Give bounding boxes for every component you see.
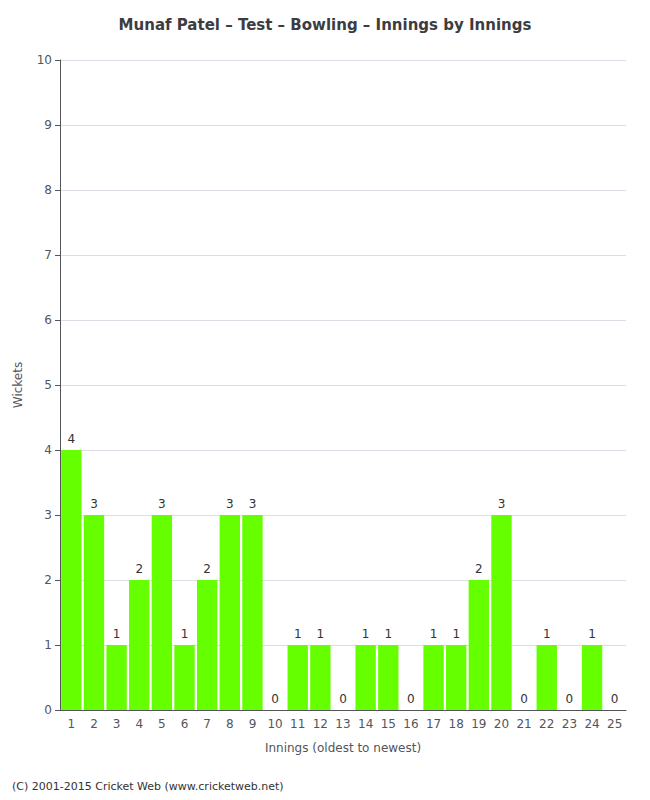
svg-text:20: 20 [494, 717, 509, 731]
svg-text:2: 2 [44, 573, 52, 587]
svg-text:3: 3 [158, 497, 166, 511]
svg-text:1: 1 [181, 627, 189, 641]
svg-text:8: 8 [44, 183, 52, 197]
svg-text:13: 13 [335, 717, 350, 731]
svg-text:3: 3 [226, 497, 234, 511]
svg-text:1: 1 [44, 638, 52, 652]
svg-text:Munaf Patel – Test – Bowling –: Munaf Patel – Test – Bowling – Innings b… [119, 16, 532, 34]
svg-text:1: 1 [294, 627, 302, 641]
svg-text:5: 5 [158, 717, 166, 731]
svg-text:Wickets: Wickets [11, 362, 25, 408]
svg-text:3: 3 [44, 508, 52, 522]
svg-text:1: 1 [362, 627, 370, 641]
svg-text:(C) 2001-2015 Cricket Web (www: (C) 2001-2015 Cricket Web (www.cricketwe… [12, 780, 284, 793]
svg-text:21: 21 [516, 717, 531, 731]
svg-text:Innings (oldest to newest): Innings (oldest to newest) [265, 741, 421, 755]
svg-text:7: 7 [44, 248, 52, 262]
svg-text:0: 0 [566, 692, 574, 706]
svg-text:0: 0 [44, 703, 52, 717]
svg-text:0: 0 [611, 692, 619, 706]
svg-text:7: 7 [203, 717, 211, 731]
svg-text:9: 9 [44, 118, 52, 132]
svg-text:23: 23 [562, 717, 577, 731]
svg-text:1: 1 [317, 627, 325, 641]
svg-text:1: 1 [543, 627, 551, 641]
svg-text:4: 4 [44, 443, 52, 457]
svg-text:18: 18 [449, 717, 464, 731]
svg-text:1: 1 [384, 627, 392, 641]
svg-text:24: 24 [584, 717, 599, 731]
svg-text:16: 16 [403, 717, 418, 731]
svg-text:0: 0 [271, 692, 279, 706]
svg-text:3: 3 [498, 497, 506, 511]
svg-text:4: 4 [135, 717, 143, 731]
svg-text:10: 10 [267, 717, 282, 731]
svg-text:6: 6 [181, 717, 189, 731]
svg-text:4: 4 [67, 432, 75, 446]
svg-text:19: 19 [471, 717, 486, 731]
svg-text:1: 1 [67, 717, 75, 731]
svg-text:0: 0 [520, 692, 528, 706]
svg-text:25: 25 [607, 717, 622, 731]
svg-text:1: 1 [452, 627, 460, 641]
svg-text:0: 0 [339, 692, 347, 706]
svg-text:6: 6 [44, 313, 52, 327]
svg-text:1: 1 [430, 627, 438, 641]
svg-text:11: 11 [290, 717, 305, 731]
svg-text:22: 22 [539, 717, 554, 731]
svg-text:2: 2 [90, 717, 98, 731]
svg-text:3: 3 [113, 717, 121, 731]
svg-text:2: 2 [203, 562, 211, 576]
svg-text:15: 15 [381, 717, 396, 731]
svg-text:3: 3 [249, 497, 257, 511]
svg-text:9: 9 [249, 717, 257, 731]
svg-text:8: 8 [226, 717, 234, 731]
svg-text:1: 1 [113, 627, 121, 641]
svg-text:1: 1 [588, 627, 596, 641]
svg-text:12: 12 [313, 717, 328, 731]
svg-text:3: 3 [90, 497, 98, 511]
svg-text:2: 2 [475, 562, 483, 576]
svg-text:14: 14 [358, 717, 373, 731]
svg-text:17: 17 [426, 717, 441, 731]
svg-text:10: 10 [37, 53, 52, 67]
svg-text:0: 0 [407, 692, 415, 706]
svg-text:2: 2 [135, 562, 143, 576]
svg-text:5: 5 [44, 378, 52, 392]
